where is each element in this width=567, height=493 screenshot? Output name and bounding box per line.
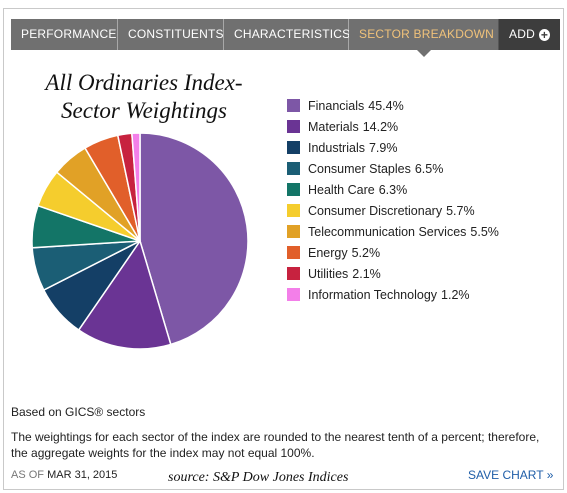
as-of-label: AS OF — [11, 469, 45, 481]
legend-swatch — [287, 141, 300, 154]
gics-note: Based on GICS® sectors — [11, 405, 146, 419]
rounding-note: The weightings for each sector of the in… — [11, 430, 540, 460]
legend-swatch — [287, 162, 300, 175]
legend-label: Telecommunication Services — [308, 224, 467, 239]
legend-swatch — [287, 120, 300, 133]
legend-item: Utilities 2.1% — [287, 263, 499, 284]
legend-label: Utilities — [308, 266, 349, 281]
legend-swatch — [287, 225, 300, 238]
add-button[interactable]: ADD + — [499, 19, 560, 50]
legend-swatch — [287, 204, 300, 217]
legend-item: Health Care 6.3% — [287, 179, 499, 200]
pie-slice-information-technology[interactable] — [131, 132, 141, 242]
add-label: ADD — [509, 27, 535, 41]
pie-slice-materials[interactable] — [77, 239, 172, 350]
legend-item: Consumer Discretionary 5.7% — [287, 200, 499, 221]
legend-label: Health Care — [308, 182, 375, 197]
legend-swatch — [287, 267, 300, 280]
legend-item: Materials 14.2% — [287, 116, 499, 137]
tab-characteristics[interactable]: CHARACTERISTICS — [224, 19, 350, 50]
chart-title: All Ordinaries Index- Sector Weightings — [24, 69, 264, 125]
source-caption: source: S&P Dow Jones Indices — [168, 470, 349, 485]
chart-title-line-2: Sector Weightings — [61, 98, 227, 123]
chart-title-line-1: All Ordinaries Index- — [45, 70, 243, 95]
legend-label: Energy — [308, 245, 348, 260]
save-chart-link[interactable]: SAVE CHART » — [468, 468, 554, 482]
tab-bar: PERFORMANCE CONSTITUENTS CHARACTERISTICS… — [11, 19, 560, 57]
legend-value: 5.7% — [446, 203, 475, 218]
legend-item: Industrials 7.9% — [287, 137, 499, 158]
legend-label: Consumer Staples — [308, 161, 411, 176]
tab-constituents[interactable]: CONSTITUENTS — [118, 19, 224, 50]
plus-circle-icon: + — [538, 27, 550, 42]
legend-label: Materials — [308, 119, 359, 134]
legend-item: Consumer Staples 6.5% — [287, 158, 499, 179]
legend-item: Telecommunication Services 5.5% — [287, 221, 499, 242]
legend-label: Industrials — [308, 140, 365, 155]
tab-sector-breakdown[interactable]: SECTOR BREAKDOWN — [349, 19, 499, 57]
tab-performance[interactable]: PERFORMANCE — [11, 19, 118, 50]
legend-label: Information Technology — [308, 287, 438, 302]
legend-value: 45.4% — [368, 98, 404, 113]
legend-value: 6.3% — [378, 182, 408, 197]
as-of-value: MAR 31, 2015 — [47, 469, 118, 481]
legend-value: 5.5% — [470, 224, 499, 239]
as-of-date: AS OF MAR 31, 2015 — [11, 469, 117, 481]
legend-swatch — [287, 183, 300, 196]
chart-legend: Financials 45.4% Materials 14.2% Industrials… — [287, 95, 499, 305]
legend-value: 6.5% — [414, 161, 444, 176]
legend-swatch — [287, 288, 300, 301]
legend-label: Financials — [308, 98, 365, 113]
legend-item: Energy 5.2% — [287, 242, 499, 263]
legend-value: 5.2% — [351, 245, 381, 260]
chart-panel — [3, 8, 564, 490]
legend-swatch — [287, 99, 300, 112]
pie-slice-financials[interactable] — [139, 132, 249, 346]
legend-value: 7.9% — [368, 140, 398, 155]
legend-value: 1.2% — [441, 287, 470, 302]
legend-swatch — [287, 246, 300, 259]
legend-item: Information Technology 1.2% — [287, 284, 499, 305]
legend-item: Financials 45.4% — [287, 95, 499, 116]
legend-label: Consumer Discretionary — [308, 203, 443, 218]
legend-value: 14.2% — [362, 119, 399, 134]
legend-value: 2.1% — [352, 266, 381, 281]
